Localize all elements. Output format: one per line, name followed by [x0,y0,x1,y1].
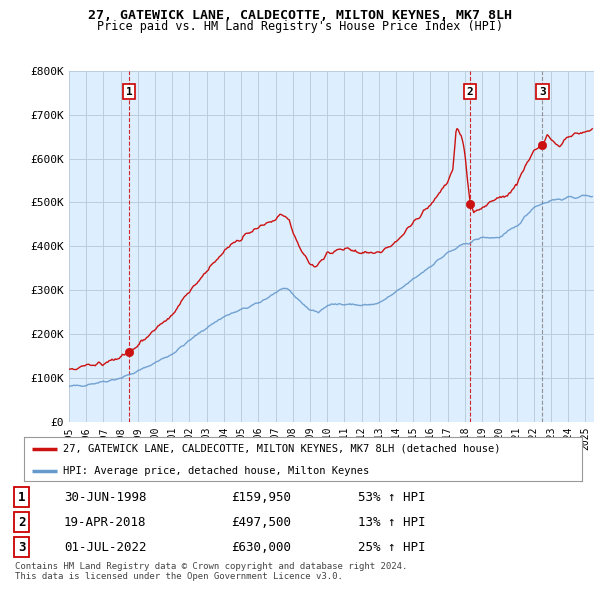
Text: 3: 3 [18,540,25,554]
Text: 1: 1 [18,490,25,504]
Text: 2: 2 [18,516,25,529]
Text: 53% ↑ HPI: 53% ↑ HPI [358,490,425,504]
Text: 2: 2 [467,87,473,97]
Text: 19-APR-2018: 19-APR-2018 [64,516,146,529]
Text: 1: 1 [126,87,133,97]
Text: £159,950: £159,950 [231,490,291,504]
Text: £630,000: £630,000 [231,540,291,554]
Text: £497,500: £497,500 [231,516,291,529]
Text: 3: 3 [539,87,546,97]
Text: 01-JUL-2022: 01-JUL-2022 [64,540,146,554]
Text: HPI: Average price, detached house, Milton Keynes: HPI: Average price, detached house, Milt… [63,466,370,476]
Text: 27, GATEWICK LANE, CALDECOTTE, MILTON KEYNES, MK7 8LH: 27, GATEWICK LANE, CALDECOTTE, MILTON KE… [88,9,512,22]
Text: Contains HM Land Registry data © Crown copyright and database right 2024.
This d: Contains HM Land Registry data © Crown c… [15,562,407,581]
Text: 13% ↑ HPI: 13% ↑ HPI [358,516,425,529]
Text: 27, GATEWICK LANE, CALDECOTTE, MILTON KEYNES, MK7 8LH (detached house): 27, GATEWICK LANE, CALDECOTTE, MILTON KE… [63,444,500,454]
Text: Price paid vs. HM Land Registry's House Price Index (HPI): Price paid vs. HM Land Registry's House … [97,20,503,33]
Text: 25% ↑ HPI: 25% ↑ HPI [358,540,425,554]
Text: 30-JUN-1998: 30-JUN-1998 [64,490,146,504]
